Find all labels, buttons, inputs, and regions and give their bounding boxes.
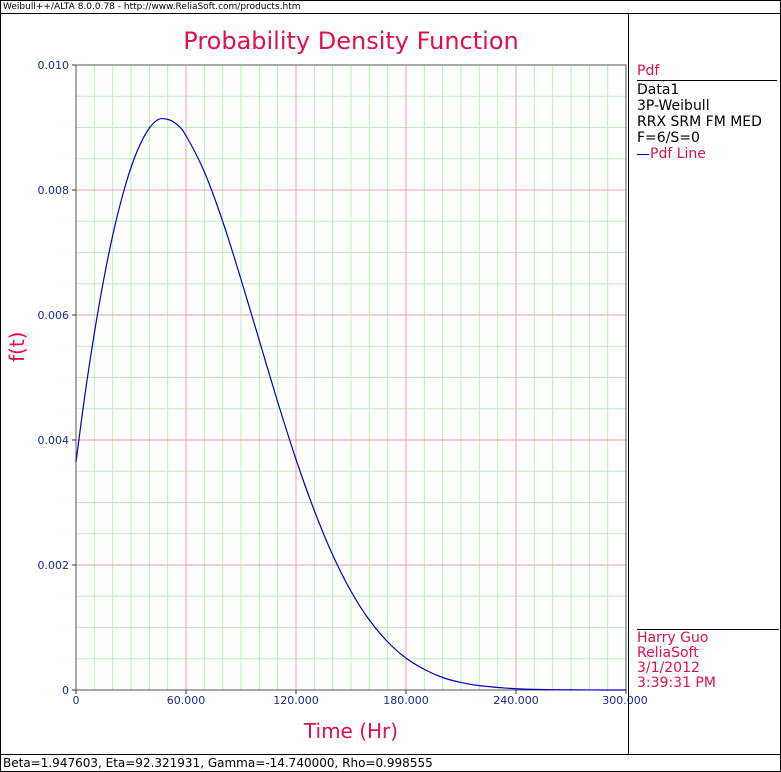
legend-series-entry: Pdf Line: [637, 146, 777, 162]
x-axis-label: Time (Hr): [303, 719, 399, 743]
x-tick-label: 300.000: [602, 694, 648, 707]
info-time: 3:39:31 PM: [637, 675, 716, 691]
series-line: [75, 117, 627, 691]
info-panel: Harry Guo ReliaSoft 3/1/2012 3:39:31 PM: [637, 629, 779, 691]
y-tick-label: 0.004: [37, 434, 70, 447]
y-tick-label: 0.002: [37, 559, 70, 572]
x-tick-label: 0: [72, 694, 80, 707]
chart-title: Probability Density Function: [183, 27, 519, 55]
plot-border: [75, 64, 627, 691]
app-banner: Weibull++/ALTA 8.0.0.78 - http://www.Rel…: [0, 0, 781, 14]
legend-line: 3P-Weibull: [637, 98, 710, 114]
info-company: ReliaSoft: [637, 645, 699, 661]
legend-line: F=6/S=0: [637, 130, 700, 146]
y-tick-label: 0: [62, 684, 69, 697]
y-tick-label: 0.010: [37, 59, 70, 72]
legend-panel: Pdf Data1 3P-Weibull RRX SRM FM MED F=6/…: [637, 63, 777, 162]
y-axis-label: f(t): [5, 331, 29, 363]
legend-header: Pdf: [637, 63, 777, 81]
x-tick-label: 120.000: [273, 694, 319, 707]
legend-line: Data1: [637, 82, 680, 98]
legend-series-label: Pdf Line: [650, 146, 706, 162]
parameters-bar: Beta=1.947603, Eta=92.321931, Gamma=-14.…: [0, 754, 781, 772]
y-tick-label: 0.008: [37, 184, 70, 197]
y-tick-label: 0.006: [37, 309, 70, 322]
info-user: Harry Guo: [637, 630, 709, 646]
info-date: 3/1/2012: [637, 660, 700, 676]
legend-line: RRX SRM FM MED: [637, 114, 762, 130]
panel-divider: [628, 14, 629, 754]
x-tick-label: 60.000: [166, 694, 206, 707]
x-tick-label: 240.000: [493, 694, 539, 707]
x-tick-label: 180.000: [383, 694, 429, 707]
legend-line-swatch: [637, 153, 649, 155]
